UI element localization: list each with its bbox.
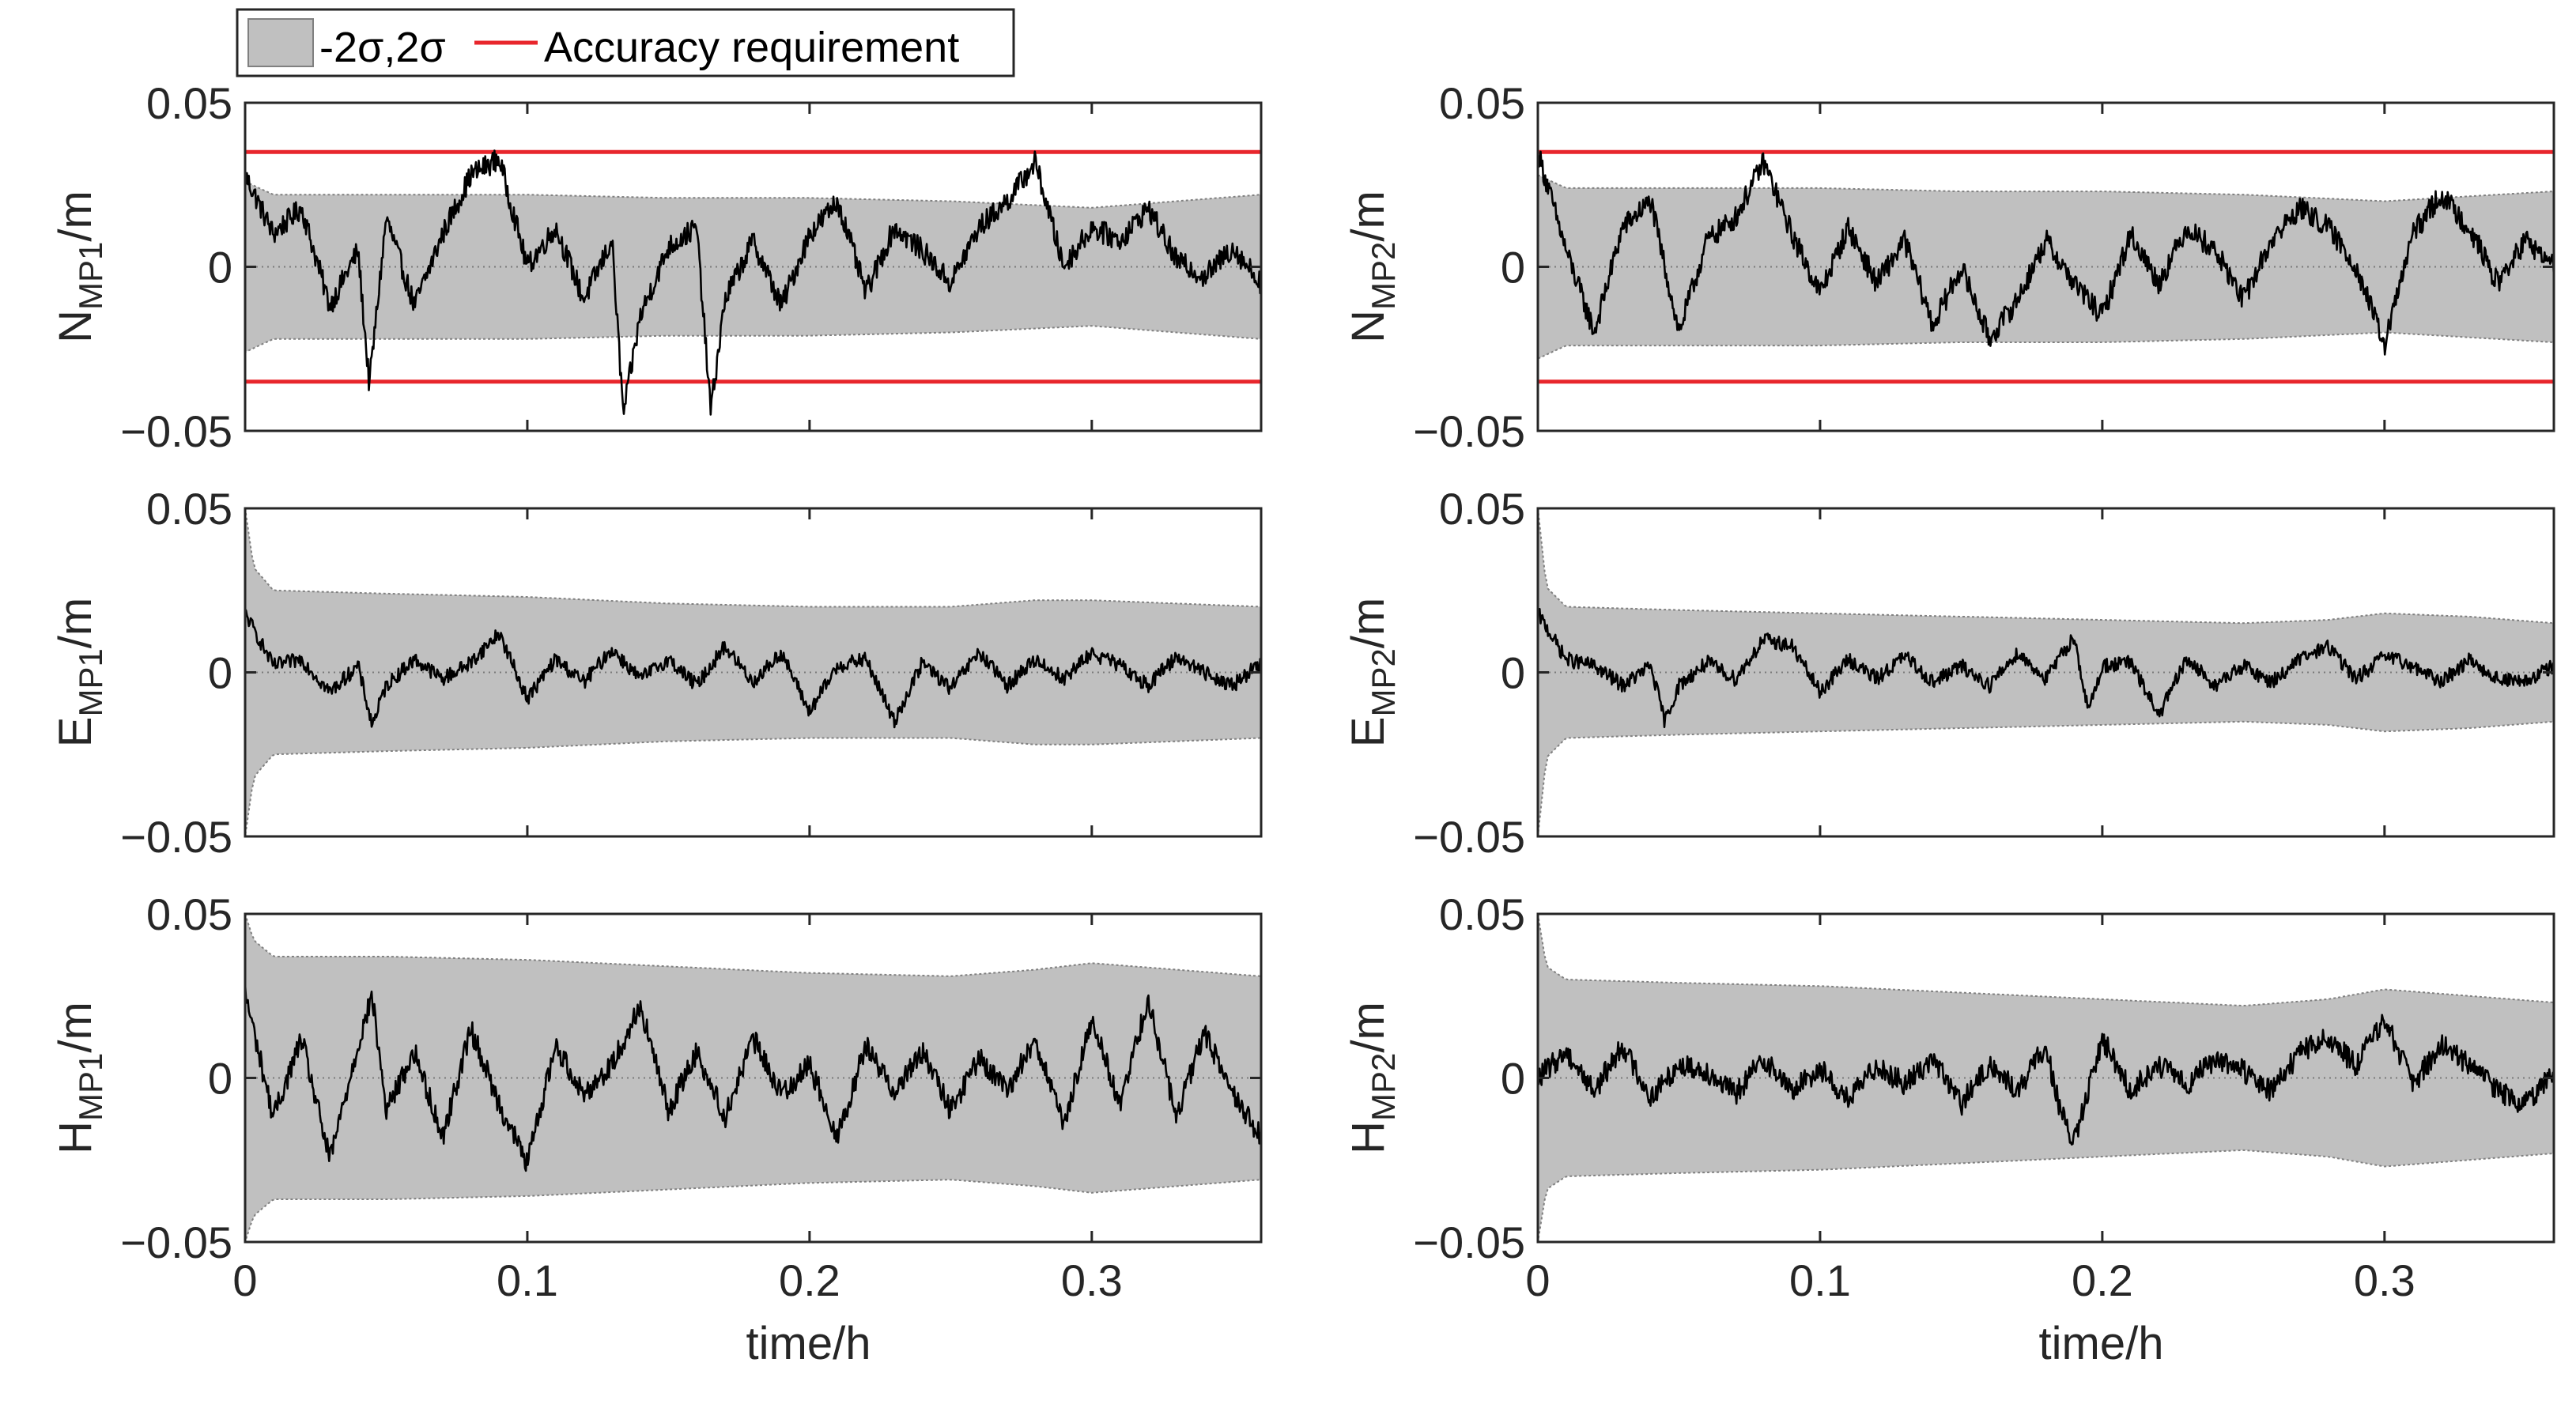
- y-tick-label: −0.05: [1413, 812, 1525, 862]
- y-axis-label: EMP1/m: [50, 598, 109, 747]
- plot-area: [1538, 145, 2554, 384]
- x-tick-label: 0.2: [2072, 1255, 2133, 1305]
- y-tick-label: 0: [1501, 243, 1525, 293]
- sigma-band: [245, 508, 1261, 836]
- sigma-band: [1538, 174, 2554, 360]
- x-tick-label: 0.1: [497, 1255, 558, 1305]
- y-tick-label: −0.05: [120, 812, 232, 862]
- y-tick-label: 0: [1501, 648, 1525, 698]
- legend-band-label: -2σ,2σ: [319, 24, 446, 71]
- x-axis-label: time/h: [746, 1318, 871, 1369]
- legend: -2σ,2σ Accuracy requirement: [236, 8, 1015, 77]
- sigma-band: [1538, 914, 2554, 1242]
- error-trace: [1538, 145, 2554, 356]
- plot-area: [245, 149, 1261, 416]
- y-axis-label: NMP2/m: [1343, 191, 1402, 343]
- plot-area: [245, 914, 1261, 1242]
- y-tick-label: −0.05: [1413, 1217, 1525, 1267]
- subplot-e-mp1: 0.05 0 −0.05 EMP1/m: [50, 484, 1263, 862]
- y-tick-label: 0.05: [1439, 78, 1525, 128]
- plot-area: [1538, 508, 2554, 836]
- x-tick-label: 0.3: [1061, 1255, 1123, 1305]
- y-tick-label: 0: [208, 243, 232, 293]
- error-trace: [245, 608, 1261, 729]
- y-axis-label: NMP1/m: [50, 191, 109, 343]
- y-axis-label: HMP2/m: [1343, 1002, 1402, 1154]
- y-tick-label: 0.05: [146, 78, 232, 128]
- y-tick-label: 0.05: [1439, 889, 1525, 939]
- error-trace: [1538, 607, 2554, 729]
- x-tick-label: 0: [232, 1255, 257, 1305]
- y-tick-label: −0.05: [1413, 406, 1525, 456]
- x-axis-label: time/h: [2039, 1318, 2164, 1369]
- legend-band-swatch: [247, 18, 314, 67]
- subplot-n-mp1: 0.05 0 −0.05 NMP1/m: [50, 78, 1263, 456]
- error-trace: [245, 983, 1261, 1172]
- subplot-e-mp2: 0.05 0 −0.05 EMP2/m: [1343, 484, 2555, 862]
- y-tick-label: 0.05: [1439, 484, 1525, 534]
- legend-requirement-label: Accuracy requirement: [544, 24, 959, 71]
- sigma-band: [245, 180, 1261, 353]
- x-tick-label: 0.2: [779, 1255, 840, 1305]
- plot-area: [245, 508, 1261, 836]
- x-tick-label: 0.1: [1789, 1255, 1851, 1305]
- x-tick-label: 0.3: [2354, 1255, 2415, 1305]
- error-trace: [1538, 1014, 2554, 1146]
- legend-box: [236, 8, 1015, 77]
- y-tick-label: 0: [1501, 1054, 1525, 1104]
- y-tick-label: 0: [208, 1054, 232, 1104]
- y-tick-label: 0.05: [146, 889, 232, 939]
- y-tick-label: 0: [208, 648, 232, 698]
- subplot-grid: 0.050−0.05NMP1/m0.050−0.05NMP2/m0.050−0.…: [50, 78, 2555, 1369]
- plot-area: [1538, 914, 2554, 1242]
- y-axis-label: HMP1/m: [50, 1002, 109, 1154]
- y-tick-label: 0.05: [146, 484, 232, 534]
- error-trace: [245, 149, 1261, 416]
- sigma-band: [245, 914, 1261, 1242]
- y-axis-label: EMP2/m: [1343, 598, 1402, 747]
- y-tick-label: −0.05: [120, 1217, 232, 1267]
- x-tick-label: 0: [1525, 1255, 1550, 1305]
- y-tick-label: −0.05: [120, 406, 232, 456]
- subplot-n-mp2: 0.05 0 −0.05 NMP2/m: [1343, 78, 2555, 456]
